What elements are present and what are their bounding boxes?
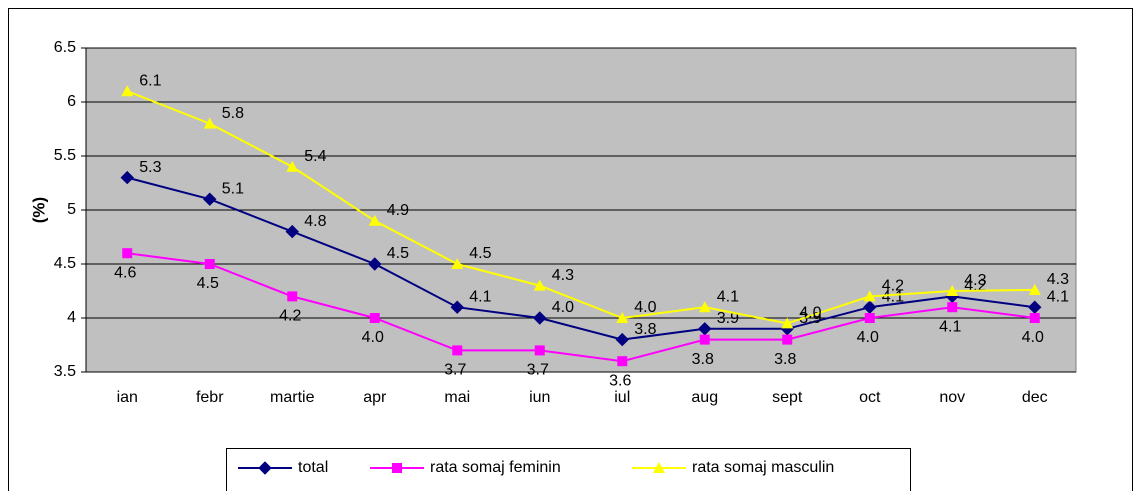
point	[699, 334, 710, 345]
legend-marker	[258, 461, 272, 475]
data-label: 4.1	[1047, 288, 1069, 305]
y-tick-label: 3.5	[54, 363, 76, 380]
data-label: 4.1	[939, 318, 961, 335]
x-tick-label: dec	[1022, 389, 1048, 406]
point	[616, 312, 629, 323]
y-tick-label: 6.5	[54, 39, 76, 56]
data-label: 3.7	[444, 362, 466, 379]
data-label: 4.1	[717, 288, 739, 305]
point	[203, 192, 217, 206]
data-label: 3.8	[774, 351, 796, 368]
point	[452, 345, 463, 356]
x-tick-label: mai	[444, 389, 470, 406]
data-label: 4.0	[552, 299, 574, 316]
x-tick-label: oct	[859, 389, 881, 406]
data-label: 4.0	[1022, 329, 1044, 346]
point	[782, 334, 793, 345]
point	[368, 257, 382, 271]
data-label: 4.0	[799, 305, 821, 322]
data-label: 5.1	[222, 180, 244, 197]
point	[864, 313, 875, 323]
x-tick-label: sept	[772, 389, 803, 406]
data-label: 4.2	[882, 278, 904, 295]
point	[1028, 283, 1041, 295]
point	[450, 300, 464, 314]
x-tick-label: iul	[614, 389, 630, 406]
data-label: 4.5	[469, 245, 491, 262]
legend-label: rata somaj masculin	[692, 459, 834, 476]
point	[615, 332, 629, 347]
legend-marker	[392, 463, 402, 473]
y-axis-label: (%)	[29, 197, 48, 223]
data-label: 4.3	[1047, 271, 1069, 288]
x-tick-label: nov	[939, 389, 965, 406]
y-tick-label: 4.5	[54, 255, 76, 272]
data-label: 5.8	[222, 105, 244, 122]
legend-label: rata somaj feminin	[430, 459, 561, 476]
point	[369, 313, 380, 323]
data-label: 4.2	[279, 308, 301, 325]
x-tick-label: aug	[691, 389, 718, 406]
data-label: 3.6	[609, 372, 631, 389]
data-label: 3.8	[634, 321, 656, 338]
y-tick-label: 5	[67, 201, 76, 218]
data-label: 4.1	[882, 288, 904, 305]
legend-marker	[653, 462, 665, 473]
data-label: 3.8	[692, 351, 714, 368]
point	[203, 117, 216, 129]
y-tick-label: 4	[67, 309, 76, 326]
point	[204, 259, 215, 269]
point	[286, 160, 299, 172]
legend-label: total	[298, 459, 328, 476]
data-label: 5.3	[139, 159, 161, 176]
point	[533, 311, 547, 325]
point	[863, 290, 876, 302]
y-tick-label: 6	[67, 93, 76, 110]
series-line	[126, 90, 1035, 325]
point	[781, 317, 794, 329]
point	[946, 285, 959, 296]
point	[533, 279, 546, 291]
series-line	[127, 252, 1035, 363]
data-label: 5.4	[304, 148, 326, 165]
data-label: 4.1	[469, 288, 491, 305]
data-label: 4.8	[304, 213, 326, 230]
x-tick-label: martie	[270, 389, 315, 406]
data-label: 4.0	[362, 329, 384, 346]
point	[451, 258, 464, 269]
data-label: 4.6	[114, 264, 136, 281]
data-label: 3.9	[717, 310, 739, 327]
point	[287, 291, 298, 302]
point	[698, 301, 711, 313]
point	[617, 356, 628, 367]
point	[534, 345, 545, 356]
series-line	[126, 176, 1035, 341]
data-label: 6.1	[139, 72, 161, 89]
data-label: 4.3	[964, 272, 986, 289]
point	[1029, 313, 1040, 323]
data-label: 4.3	[552, 267, 574, 284]
x-tick-label: febr	[196, 389, 224, 406]
point	[285, 224, 299, 239]
x-tick-label: iun	[529, 389, 550, 406]
point	[947, 302, 958, 313]
point	[120, 170, 134, 185]
data-label: 4.0	[857, 329, 879, 346]
y-tick-label: 5.5	[54, 147, 76, 164]
x-tick-label: apr	[363, 389, 387, 406]
data-label: 4.0	[634, 299, 656, 316]
x-tick-label: ian	[117, 389, 138, 406]
data-label: 4.5	[387, 245, 409, 262]
point	[121, 85, 134, 97]
data-label: 3.7	[527, 362, 549, 379]
data-label: 4.9	[387, 202, 409, 219]
data-label: 4.5	[197, 275, 219, 292]
point	[122, 248, 133, 259]
point	[368, 214, 381, 226]
